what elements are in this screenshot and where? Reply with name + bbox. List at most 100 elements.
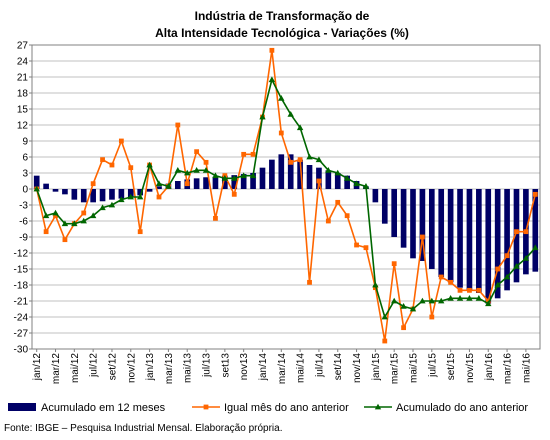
bar	[174, 181, 181, 189]
point-igual-mes	[354, 242, 359, 248]
point-acumulado-ano	[306, 153, 313, 160]
x-tick-label: jan/12	[32, 353, 43, 382]
point-igual-mes	[448, 279, 454, 285]
bar	[109, 189, 115, 200]
bar	[33, 175, 40, 189]
point-acumulado-ano	[513, 263, 520, 269]
point-acumulado-ano	[99, 204, 106, 211]
point-igual-mes	[241, 151, 247, 157]
y-tick-label: -6	[19, 217, 28, 228]
bar	[156, 186, 162, 189]
point-acumulado-ano	[400, 303, 407, 309]
y-tick-label: -27	[14, 329, 29, 340]
x-tick-label: jan/15	[371, 353, 382, 382]
x-tick-label: jul/13	[202, 353, 213, 378]
point-igual-mes	[391, 261, 397, 267]
point-acumulado-ano	[475, 295, 483, 301]
point-igual-mes	[278, 130, 284, 136]
point-acumulado-ano	[33, 185, 40, 192]
point-igual-mes	[184, 181, 190, 187]
point-igual-mes	[504, 253, 510, 259]
grid	[32, 44, 540, 350]
y-tick-label: 24	[17, 57, 29, 68]
bar	[269, 159, 275, 189]
point-acumulado-ano	[259, 113, 266, 120]
point-igual-mes	[325, 218, 331, 224]
y-tick-label: -24	[14, 313, 29, 324]
y-tick-label: -9	[19, 233, 28, 244]
x-tick-label: nov/12	[126, 353, 137, 383]
point-igual-mes	[269, 47, 275, 53]
x-tick-label: mar/12	[51, 353, 62, 385]
point-igual-mes	[288, 159, 294, 165]
point-acumulado-ano	[278, 95, 285, 101]
x-tick-label: nov/15	[465, 353, 476, 383]
point-igual-mes	[100, 157, 105, 163]
point-acumulado-ano	[334, 169, 341, 176]
x-tick-label: jan/13	[145, 353, 156, 382]
x-tick-label: mai/13	[183, 353, 194, 383]
legend-label: Acumulado do ano anterior	[396, 402, 528, 414]
point-igual-mes	[344, 213, 350, 219]
x-tick-label: nov/14	[352, 353, 363, 383]
x-tick-label: set/14	[333, 353, 344, 381]
bar	[52, 189, 59, 192]
legend-marker-triangle	[374, 403, 382, 410]
bar	[137, 189, 144, 196]
point-acumulado-ano	[522, 255, 530, 261]
point-acumulado-ano	[212, 172, 219, 179]
plot-frame	[31, 44, 541, 350]
bar	[146, 189, 153, 192]
bar	[80, 189, 87, 203]
x-tick-label: set/15	[446, 353, 457, 381]
x-tick-label: mar/14	[277, 353, 288, 385]
point-acumulado-ano	[485, 300, 492, 307]
bar	[476, 189, 482, 293]
y-tick-label: 12	[17, 121, 29, 132]
point-acumulado-ano	[240, 172, 247, 179]
x-tick-label: mai/12	[70, 353, 81, 383]
point-acumulado-ano	[372, 281, 379, 288]
bar	[259, 167, 266, 189]
point-igual-mes	[137, 229, 143, 235]
y-tick-label: -18	[14, 281, 29, 292]
point-acumulado-ano	[127, 193, 134, 200]
point-igual-mes	[194, 149, 200, 155]
point-acumulado-ano	[108, 201, 116, 208]
x-tick-label: mar/15	[390, 353, 401, 385]
bar	[222, 175, 228, 189]
legend: Acumulado em 12 meses Igual mês do ano an…	[8, 402, 528, 414]
point-igual-mes	[307, 279, 312, 285]
point-acumulado-ano	[390, 297, 398, 304]
point-igual-mes	[514, 229, 519, 235]
point-acumulado-ano	[231, 175, 238, 181]
point-acumulado-ano	[353, 180, 360, 187]
chart-title-line2: Alta Intensidade Tecnológica - Variações…	[155, 26, 409, 40]
bar-series	[33, 154, 539, 304]
bar	[438, 189, 445, 277]
point-acumulado-ano	[419, 297, 426, 304]
point-acumulado-ano	[146, 161, 153, 168]
point-acumulado-ano	[165, 183, 172, 189]
bar	[372, 189, 379, 203]
x-tick-label: mar/16	[503, 353, 514, 385]
bar	[99, 189, 106, 202]
y-tick-label: -21	[14, 297, 29, 308]
point-igual-mes	[109, 162, 115, 168]
point-acumulado-ano	[193, 167, 200, 173]
legend-swatch-bar	[8, 403, 36, 411]
chart-title-line1: Indústria de Transformação de	[195, 9, 370, 23]
point-igual-mes	[231, 191, 237, 197]
point-igual-mes	[532, 191, 538, 197]
point-acumulado-ano	[71, 220, 78, 227]
bar	[466, 189, 473, 291]
bar	[212, 176, 219, 189]
x-tick-label: mai/14	[296, 353, 307, 383]
line-series	[33, 47, 539, 344]
point-acumulado-ano	[52, 209, 59, 216]
bar	[485, 189, 492, 304]
bar	[400, 189, 407, 248]
bar	[381, 189, 388, 224]
point-acumulado-ano	[296, 124, 304, 131]
bar	[504, 189, 510, 291]
